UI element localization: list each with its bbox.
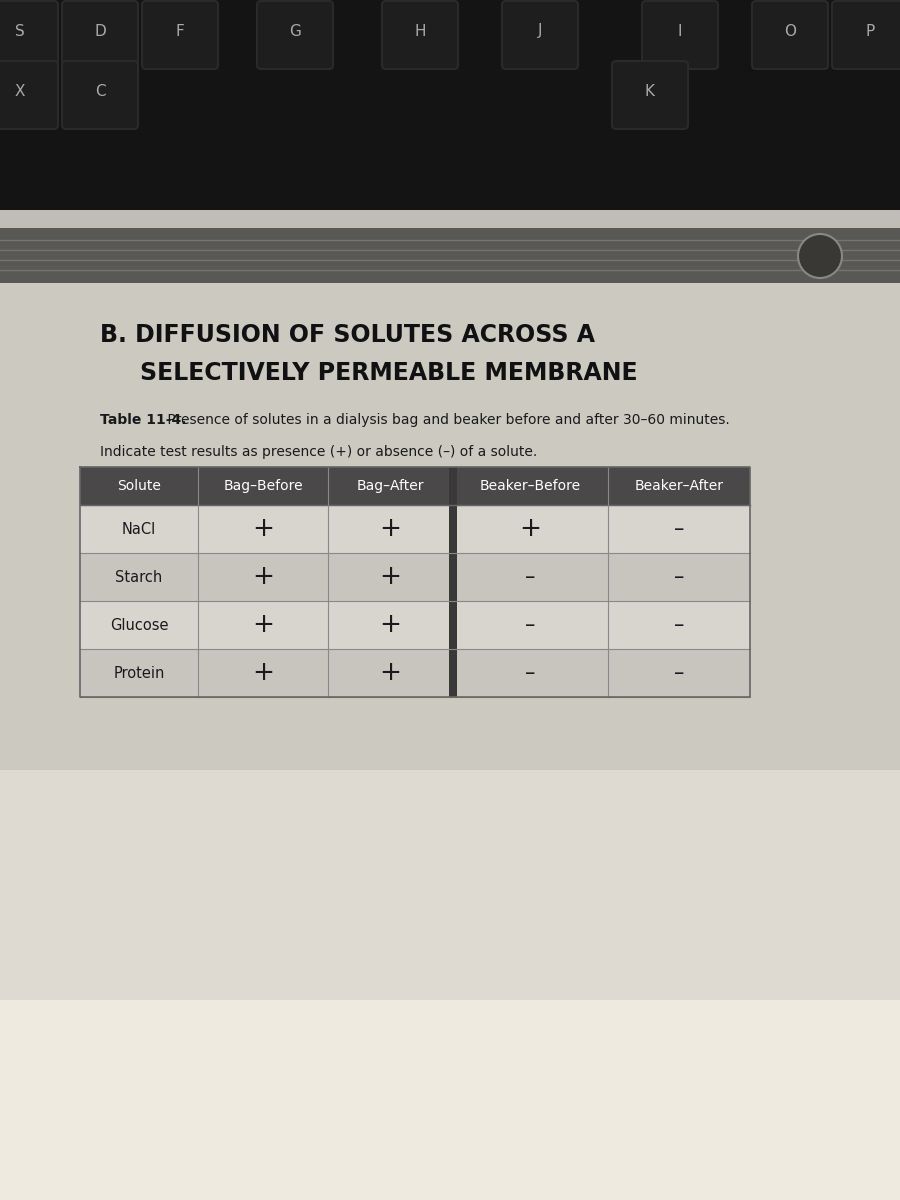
- Text: Table 11-4.: Table 11-4.: [100, 413, 186, 427]
- Text: Indicate test results as presence (+) or absence (–) of a solute.: Indicate test results as presence (+) or…: [100, 445, 537, 458]
- Text: Glucose: Glucose: [110, 618, 168, 632]
- Text: +: +: [380, 564, 401, 590]
- FancyBboxPatch shape: [642, 1, 718, 68]
- Bar: [449, 467, 457, 697]
- Bar: [0, 283, 900, 1200]
- Bar: [0, 0, 900, 210]
- FancyBboxPatch shape: [0, 61, 58, 128]
- Text: H: H: [414, 24, 426, 38]
- Text: –: –: [674, 614, 684, 635]
- Text: Protein: Protein: [113, 666, 165, 680]
- FancyBboxPatch shape: [62, 1, 138, 68]
- Text: –: –: [674, 662, 684, 683]
- Text: NaCl: NaCl: [122, 522, 156, 536]
- Text: Bag–Before: Bag–Before: [223, 479, 302, 493]
- Text: I: I: [678, 24, 682, 38]
- Text: C: C: [94, 84, 105, 98]
- Text: +: +: [252, 660, 274, 686]
- Bar: [80, 467, 750, 505]
- Bar: [80, 601, 750, 649]
- Bar: [0, 228, 900, 283]
- Text: +: +: [252, 516, 274, 542]
- Text: B. DIFFUSION OF SOLUTES ACROSS A: B. DIFFUSION OF SOLUTES ACROSS A: [100, 323, 595, 347]
- Text: K: K: [645, 84, 655, 98]
- FancyBboxPatch shape: [0, 1, 58, 68]
- FancyBboxPatch shape: [257, 1, 333, 68]
- Bar: [0, 210, 900, 228]
- Text: –: –: [526, 662, 536, 683]
- Text: +: +: [252, 564, 274, 590]
- FancyBboxPatch shape: [502, 1, 578, 68]
- Text: Bag–After: Bag–After: [356, 479, 424, 493]
- Text: +: +: [380, 660, 401, 686]
- Text: Presence of solutes in a dialysis bag and beaker before and after 30–60 minutes.: Presence of solutes in a dialysis bag an…: [163, 413, 730, 427]
- Text: Beaker–After: Beaker–After: [634, 479, 724, 493]
- Bar: [0, 1000, 900, 1200]
- Text: –: –: [674, 566, 684, 587]
- Text: +: +: [519, 516, 542, 542]
- FancyBboxPatch shape: [832, 1, 900, 68]
- Text: +: +: [380, 516, 401, 542]
- Text: P: P: [866, 24, 875, 38]
- Circle shape: [798, 234, 842, 278]
- Bar: [0, 770, 900, 1200]
- Text: J: J: [538, 24, 542, 38]
- Text: X: X: [14, 84, 25, 98]
- Text: O: O: [784, 24, 796, 38]
- Bar: [80, 553, 750, 601]
- Text: D: D: [94, 24, 106, 38]
- Text: +: +: [252, 612, 274, 638]
- FancyBboxPatch shape: [62, 61, 138, 128]
- Text: –: –: [526, 614, 536, 635]
- Text: +: +: [380, 612, 401, 638]
- Text: Starch: Starch: [115, 570, 163, 584]
- FancyBboxPatch shape: [142, 1, 218, 68]
- Text: Beaker–Before: Beaker–Before: [480, 479, 581, 493]
- Text: Solute: Solute: [117, 479, 161, 493]
- Bar: [80, 505, 750, 553]
- FancyBboxPatch shape: [382, 1, 458, 68]
- Text: F: F: [176, 24, 184, 38]
- Text: G: G: [289, 24, 301, 38]
- Text: SELECTIVELY PERMEABLE MEMBRANE: SELECTIVELY PERMEABLE MEMBRANE: [140, 361, 637, 385]
- Text: –: –: [674, 518, 684, 539]
- FancyBboxPatch shape: [752, 1, 828, 68]
- FancyBboxPatch shape: [612, 61, 688, 128]
- Text: –: –: [526, 566, 536, 587]
- Text: S: S: [15, 24, 25, 38]
- Bar: [80, 649, 750, 697]
